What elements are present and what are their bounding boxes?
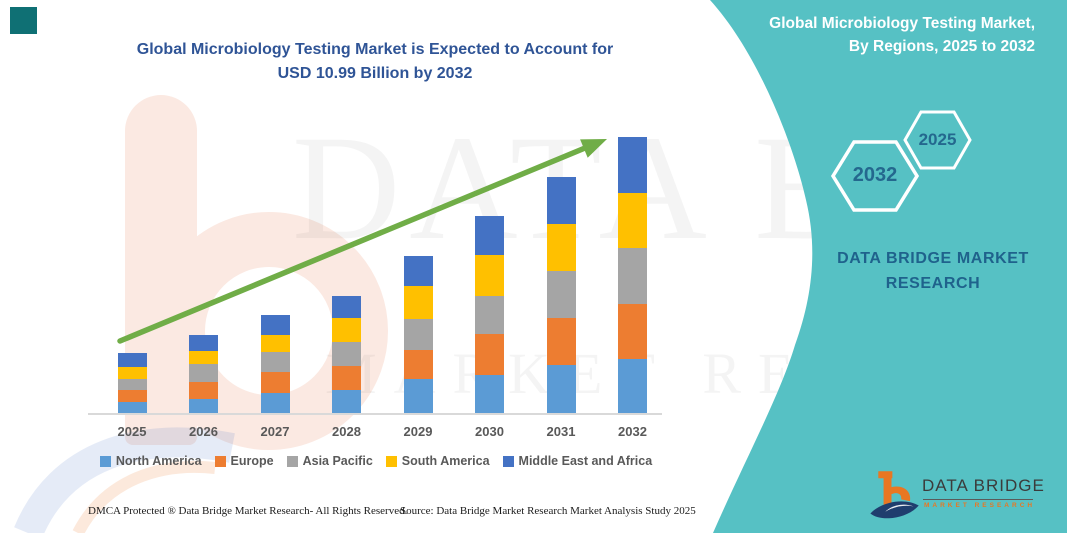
- legend-swatch-icon: [214, 455, 226, 467]
- x-axis-label-2025: 2025: [117, 424, 147, 439]
- bar-segment-asia-pacific: [403, 319, 433, 351]
- chart-title-line1: Global Microbiology Testing Market is Ex…: [136, 41, 614, 58]
- hexagon-2025-label: 2025: [918, 130, 957, 149]
- bar-segment-europe: [475, 333, 504, 375]
- bar-segment-south-america: [260, 335, 290, 353]
- bar-2025: [117, 353, 147, 413]
- side-panel-title: Global Microbiology Testing Market, By R…: [615, 12, 1035, 58]
- bar-segment-south-america: [475, 254, 504, 296]
- legend-label: Asia Pacific: [302, 454, 373, 468]
- bar-segment-middle-east-and-africa: [618, 136, 647, 193]
- legend-item-asia-pacific: Asia Pacific: [286, 454, 373, 468]
- brand-wordmark-line1: DATA BRIDGE MARKET: [837, 250, 1029, 267]
- bar-segment-south-america: [332, 317, 361, 343]
- chart-title: Global Microbiology Testing Market is Ex…: [95, 38, 655, 86]
- bar-segment-asia-pacific: [475, 295, 504, 334]
- bar-segment-middle-east-and-africa: [332, 295, 361, 318]
- bar-segment-middle-east-and-africa: [475, 215, 504, 255]
- bar-segment-middle-east-and-africa: [260, 315, 290, 336]
- logo-name-text: DATA BRIDGE: [922, 476, 1045, 495]
- x-axis-label-2029: 2029: [403, 424, 433, 439]
- x-axis-label-2026: 2026: [189, 424, 218, 439]
- chart-legend: North America Europe Asia Pacific South Ame…: [78, 454, 674, 468]
- legend-label: Middle East and Africa: [518, 454, 653, 468]
- bar-segment-middle-east-and-africa: [117, 353, 147, 368]
- logo-subtitle-text: MARKET RESEARCH: [924, 502, 1036, 509]
- legend-item-middle-east-and-africa: Middle East and Africa: [502, 454, 653, 468]
- side-panel-title-line1: Global Microbiology Testing Market,: [769, 15, 1035, 32]
- legend-item-north-america: North America: [99, 454, 202, 468]
- legend-swatch-icon: [502, 455, 514, 467]
- x-axis-label-2030: 2030: [475, 424, 504, 439]
- bar-segment-asia-pacific: [117, 378, 147, 390]
- legend-swatch-icon: [385, 455, 397, 467]
- bar-segment-south-america: [618, 192, 647, 248]
- bar-2031: [546, 177, 576, 413]
- chart-title-line2: USD 10.99 Billion by 2032: [277, 65, 473, 82]
- bar-segment-north-america: [618, 359, 647, 413]
- bar-segment-europe: [117, 389, 147, 402]
- legend-label: Europe: [230, 454, 274, 468]
- bar-segment-south-america: [117, 367, 147, 379]
- source-text: Source: Data Bridge Market Research Mark…: [400, 505, 696, 517]
- x-axis-label-2028: 2028: [332, 424, 361, 439]
- x-axis-label-2027: 2027: [260, 424, 290, 439]
- legend-label: South America: [401, 454, 490, 468]
- bar-segment-north-america: [117, 401, 147, 413]
- legend-item-europe: Europe: [214, 454, 274, 468]
- bar-segment-europe: [189, 382, 218, 399]
- hexagon-2025: [903, 110, 972, 170]
- dmca-copyright-text: DMCA Protected ® Data Bridge Market Rese…: [88, 505, 408, 517]
- corner-accent-square: [10, 7, 37, 34]
- brand-wordmark-line2: RESEARCH: [885, 275, 981, 292]
- bar-segment-asia-pacific: [618, 247, 647, 304]
- bar-segment-europe: [403, 350, 433, 379]
- data-bridge-logo-icon: [870, 471, 919, 519]
- x-axis-label-2031: 2031: [546, 424, 576, 439]
- bar-segment-middle-east-and-africa: [189, 335, 218, 351]
- bar-segment-europe: [332, 365, 361, 391]
- bar-segment-north-america: [546, 365, 576, 413]
- bar-segment-south-america: [546, 224, 576, 272]
- bar-2029: [403, 256, 433, 413]
- hexagon-2032: [830, 140, 920, 212]
- logo-divider-line: [923, 499, 1033, 500]
- bar-segment-south-america: [189, 350, 218, 365]
- bar-2028: [332, 295, 361, 413]
- legend-swatch-icon: [99, 455, 111, 467]
- hexagon-2032-label: 2032: [852, 164, 898, 186]
- bar-segment-north-america: [332, 390, 361, 413]
- bar-segment-europe: [260, 372, 290, 393]
- data-bridge-logo: DATA BRIDGE MARKET RESEARCH: [866, 462, 1056, 526]
- bar-2030: [475, 215, 504, 413]
- bar-segment-asia-pacific: [546, 271, 576, 318]
- bar-segment-north-america: [260, 392, 290, 413]
- x-axis-label-2032: 2032: [618, 424, 647, 439]
- bar-segment-north-america: [475, 374, 504, 413]
- bar-segment-europe: [618, 304, 647, 359]
- bar-2026: [189, 335, 218, 413]
- bar-segment-north-america: [189, 398, 218, 413]
- legend-item-south-america: South America: [385, 454, 490, 468]
- brand-wordmark: DATA BRIDGE MARKET RESEARCH: [823, 246, 1043, 296]
- bar-2027: [260, 315, 290, 413]
- bar-segment-south-america: [403, 286, 433, 320]
- bar-segment-middle-east-and-africa: [546, 177, 576, 225]
- bar-segment-asia-pacific: [189, 364, 218, 383]
- legend-swatch-icon: [286, 455, 298, 467]
- bar-segment-asia-pacific: [260, 352, 290, 373]
- side-panel-title-line2: By Regions, 2025 to 2032: [848, 38, 1035, 55]
- bar-segment-north-america: [403, 378, 433, 413]
- bar-segment-asia-pacific: [332, 342, 361, 366]
- bar-segment-middle-east-and-africa: [403, 256, 433, 287]
- bar-2032: [618, 136, 647, 413]
- x-axis-line: [88, 413, 662, 415]
- legend-label: North America: [115, 454, 202, 468]
- bar-segment-europe: [546, 317, 576, 366]
